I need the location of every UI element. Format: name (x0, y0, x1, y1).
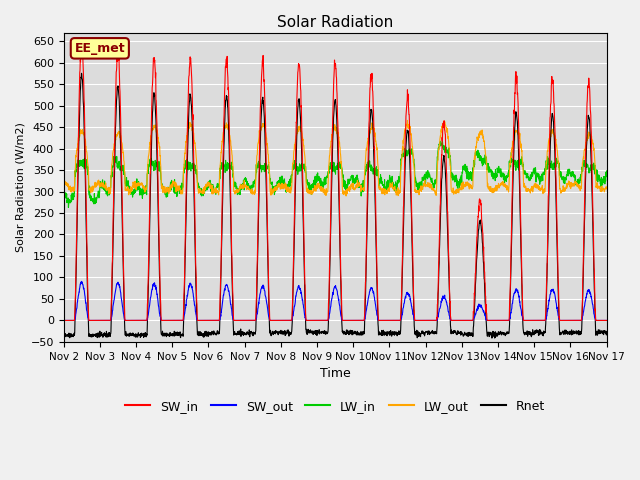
SW_in (555, 300, 563, 306)
LW_in (570, 174, 578, 180)
Text: EE_met: EE_met (74, 42, 125, 55)
Rnet (493, 331, 501, 337)
SW_out (60, 318, 67, 324)
LW_in (363, 162, 371, 168)
SW_out (211, 318, 219, 324)
Rnet (351, 328, 359, 334)
X-axis label: Time: Time (320, 367, 351, 380)
SW_out (363, 304, 371, 310)
LW_in (493, 165, 501, 171)
LW_in (556, 160, 563, 166)
LW_out (570, 180, 578, 186)
Rnet (570, 329, 578, 335)
SW_out (493, 318, 501, 324)
SW_in (211, 318, 219, 324)
Rnet (603, 329, 611, 335)
SW_in (493, 318, 501, 324)
Line: LW_in: LW_in (63, 141, 607, 207)
LW_in (438, 138, 446, 144)
SW_in (603, 318, 611, 324)
Rnet (363, 239, 371, 244)
Title: Solar Radiation: Solar Radiation (277, 15, 393, 30)
Legend: SW_in, SW_out, LW_in, LW_out, Rnet: SW_in, SW_out, LW_in, LW_out, Rnet (120, 395, 550, 418)
SW_out (555, 316, 563, 322)
LW_in (60, 193, 67, 199)
Line: SW_out: SW_out (63, 281, 607, 321)
SW_in (570, 318, 578, 324)
LW_out (342, 193, 350, 199)
SW_out (77, 278, 85, 284)
LW_out (603, 186, 611, 192)
SW_out (351, 318, 359, 324)
LW_in (351, 180, 359, 186)
Rnet (60, 333, 67, 339)
LW_out (211, 190, 219, 196)
LW_out (404, 118, 412, 123)
Line: Rnet: Rnet (63, 73, 607, 338)
LW_in (211, 188, 219, 193)
LW_out (493, 182, 501, 188)
SW_in (77, 35, 85, 40)
Line: LW_out: LW_out (63, 120, 607, 196)
SW_out (603, 318, 611, 324)
Y-axis label: Solar Radiation (W/m2): Solar Radiation (W/m2) (15, 122, 25, 252)
LW_in (65, 204, 72, 210)
LW_in (603, 168, 611, 174)
SW_in (351, 318, 359, 324)
LW_out (363, 147, 371, 153)
LW_out (351, 186, 359, 192)
Rnet (77, 71, 85, 76)
Rnet (211, 332, 219, 337)
Rnet (488, 335, 496, 341)
Rnet (556, 319, 563, 325)
SW_in (363, 225, 371, 230)
SW_in (60, 318, 67, 324)
Line: SW_in: SW_in (63, 37, 607, 321)
LW_out (60, 181, 67, 187)
SW_out (570, 318, 578, 324)
LW_out (556, 173, 563, 179)
